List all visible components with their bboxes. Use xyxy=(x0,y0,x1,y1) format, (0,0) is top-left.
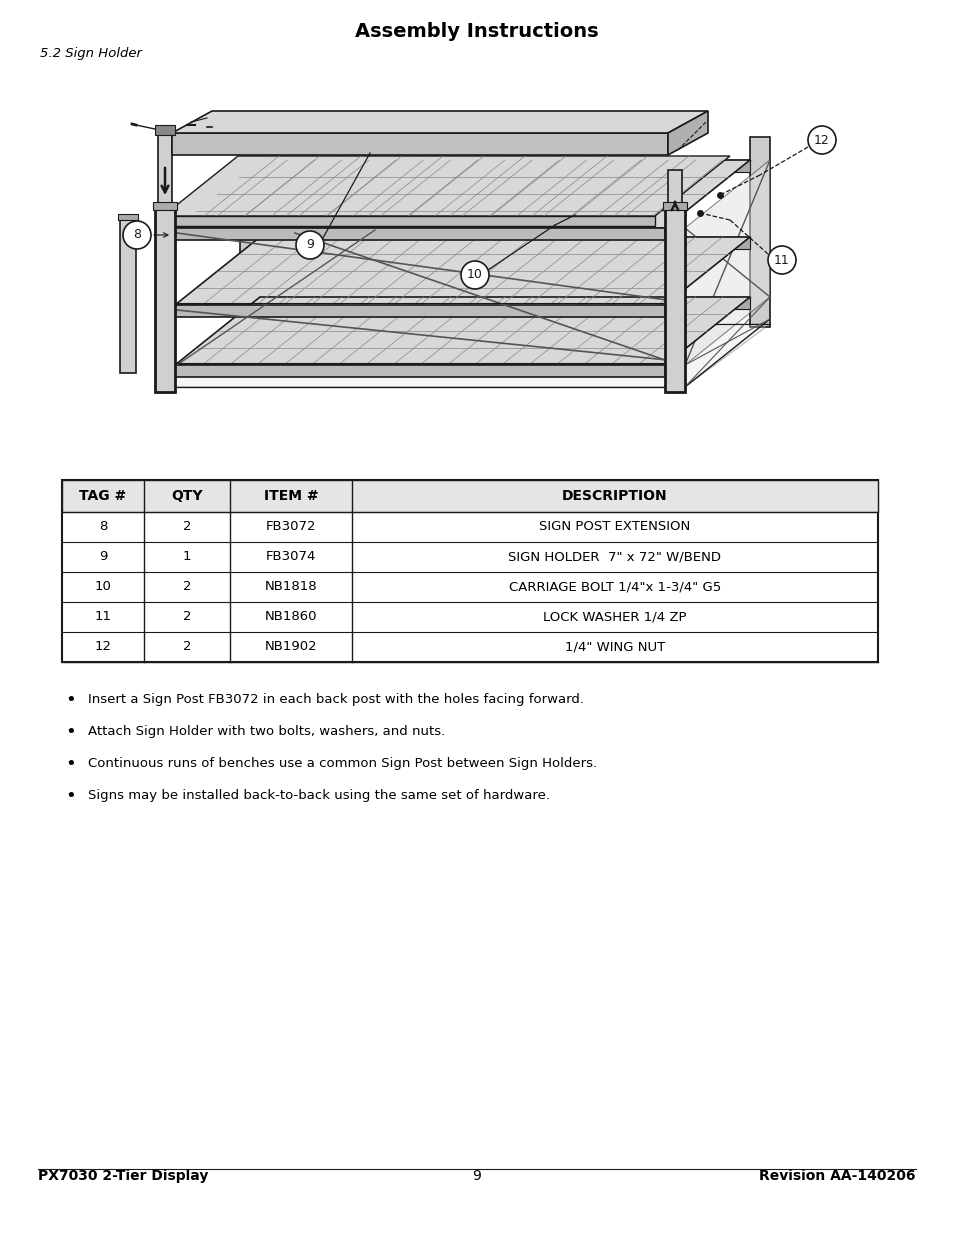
Polygon shape xyxy=(260,161,749,172)
Polygon shape xyxy=(684,161,769,366)
Circle shape xyxy=(295,231,324,259)
Text: 8: 8 xyxy=(132,228,141,242)
Text: 2: 2 xyxy=(183,520,191,534)
Text: Signs may be installed back-to-back using the same set of hardware.: Signs may be installed back-to-back usin… xyxy=(88,789,550,803)
Text: 10: 10 xyxy=(94,580,112,594)
Text: 2: 2 xyxy=(183,610,191,624)
Bar xyxy=(62,480,877,513)
Polygon shape xyxy=(667,111,707,156)
Bar xyxy=(667,170,681,210)
Bar xyxy=(664,205,684,391)
Text: 5.2 Sign Holder: 5.2 Sign Holder xyxy=(40,47,142,61)
Circle shape xyxy=(460,261,489,289)
Text: PX7030 2-Tier Display: PX7030 2-Tier Display xyxy=(38,1170,208,1183)
Bar xyxy=(152,203,177,210)
Text: •: • xyxy=(65,755,75,773)
Polygon shape xyxy=(174,161,749,228)
Circle shape xyxy=(807,126,835,154)
Text: NB1860: NB1860 xyxy=(265,610,317,624)
Polygon shape xyxy=(260,237,749,249)
Bar xyxy=(154,205,174,391)
Text: LOCK WASHER 1/4 ZP: LOCK WASHER 1/4 ZP xyxy=(542,610,686,624)
Bar xyxy=(154,125,174,135)
Polygon shape xyxy=(260,296,749,309)
Polygon shape xyxy=(174,296,749,366)
Text: 12: 12 xyxy=(94,641,112,653)
Text: 9: 9 xyxy=(306,238,314,252)
Text: 1: 1 xyxy=(183,551,191,563)
Polygon shape xyxy=(172,111,707,133)
Bar xyxy=(172,133,667,156)
Polygon shape xyxy=(154,324,769,387)
Text: 10: 10 xyxy=(467,268,482,282)
Text: SIGN HOLDER  7" x 72" W/BEND: SIGN HOLDER 7" x 72" W/BEND xyxy=(508,551,720,563)
Bar xyxy=(158,135,172,210)
Text: 12: 12 xyxy=(813,133,829,147)
Text: Attach Sign Holder with two bolts, washers, and nuts.: Attach Sign Holder with two bolts, washe… xyxy=(88,725,445,739)
Text: 11: 11 xyxy=(773,253,789,267)
Polygon shape xyxy=(163,156,729,216)
Text: 8: 8 xyxy=(99,520,107,534)
Text: QTY: QTY xyxy=(171,489,203,503)
Bar xyxy=(174,228,664,240)
Text: •: • xyxy=(65,692,75,709)
Text: 9: 9 xyxy=(472,1170,481,1183)
Circle shape xyxy=(123,221,151,249)
Text: •: • xyxy=(65,722,75,741)
Text: 2: 2 xyxy=(183,580,191,594)
Bar xyxy=(163,216,655,226)
Text: Insert a Sign Post FB3072 in each back post with the holes facing forward.: Insert a Sign Post FB3072 in each back p… xyxy=(88,694,583,706)
Text: 11: 11 xyxy=(94,610,112,624)
Bar xyxy=(662,203,686,210)
Text: Continuous runs of benches use a common Sign Post between Sign Holders.: Continuous runs of benches use a common … xyxy=(88,757,597,771)
Bar xyxy=(62,480,877,662)
Polygon shape xyxy=(174,237,749,305)
Text: DESCRIPTION: DESCRIPTION xyxy=(561,489,667,503)
Bar xyxy=(240,137,260,327)
Text: •: • xyxy=(65,787,75,805)
Text: ITEM #: ITEM # xyxy=(263,489,318,503)
Bar xyxy=(749,137,769,327)
Text: 9: 9 xyxy=(99,551,107,563)
Bar xyxy=(174,305,664,317)
Text: FB3072: FB3072 xyxy=(266,520,315,534)
Text: CARRIAGE BOLT 1/4"x 1-3/4" G5: CARRIAGE BOLT 1/4"x 1-3/4" G5 xyxy=(508,580,720,594)
Text: 2: 2 xyxy=(183,641,191,653)
Text: Assembly Instructions: Assembly Instructions xyxy=(355,22,598,41)
Bar xyxy=(118,214,138,220)
Text: SIGN POST EXTENSION: SIGN POST EXTENSION xyxy=(538,520,690,534)
Circle shape xyxy=(767,246,795,274)
Text: FB3074: FB3074 xyxy=(266,551,315,563)
Text: 1/4" WING NUT: 1/4" WING NUT xyxy=(564,641,664,653)
Text: TAG #: TAG # xyxy=(79,489,127,503)
Text: Revision AA-140206: Revision AA-140206 xyxy=(759,1170,915,1183)
Text: NB1902: NB1902 xyxy=(264,641,317,653)
Bar xyxy=(174,366,664,377)
Bar xyxy=(120,220,136,373)
Text: NB1818: NB1818 xyxy=(264,580,317,594)
